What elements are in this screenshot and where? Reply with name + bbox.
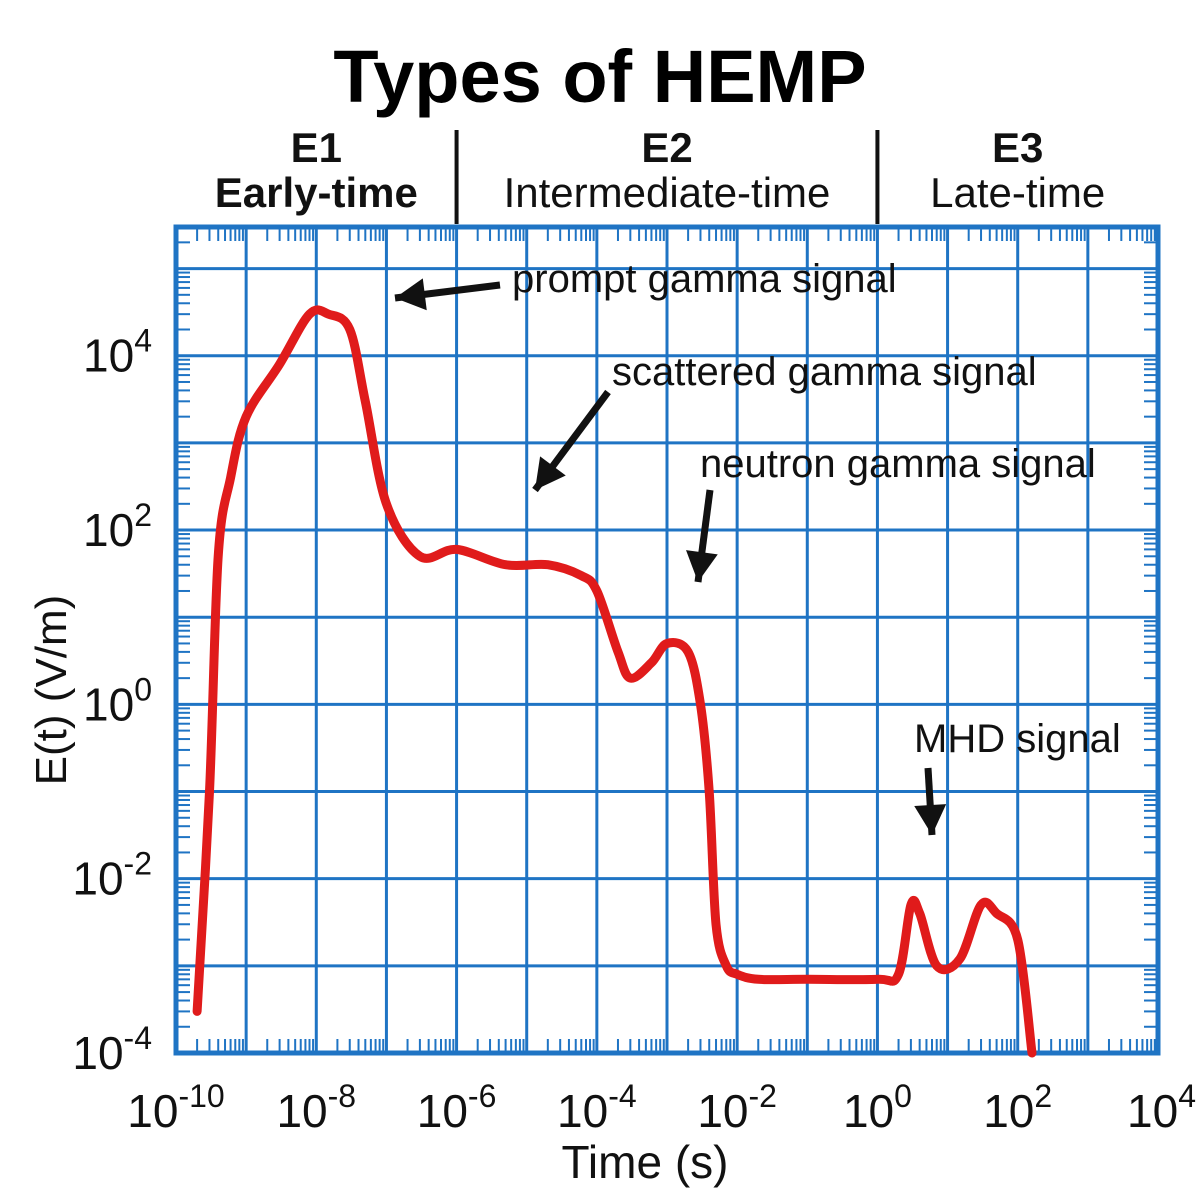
tick-exponent: -2 [749,1078,777,1114]
region-name: E2 [641,124,692,171]
tick-exponent: 4 [134,323,152,359]
tick-exponent: -4 [124,1020,152,1056]
annotation-arrow-head [686,550,718,582]
tick-exponent: -10 [178,1078,224,1114]
curve-layer [192,305,1037,1058]
plot-frame [173,224,1161,1056]
tick-exponent: -2 [124,846,152,882]
annotation-arrow-head [395,278,427,311]
tick-exponent: 0 [894,1078,912,1114]
tick-exponent: -4 [608,1078,636,1114]
tick-base: 10 [83,330,134,382]
x-tick-label: 100 [843,1078,912,1137]
y-axis-label: E(t) (V/m) [27,595,76,786]
tick-base: 10 [276,1085,327,1137]
region-name: E3 [992,124,1043,171]
tick-exponent: 4 [1178,1078,1196,1114]
y-tick-label: 100 [83,671,152,730]
tick-layer: 10-10 10-8 10-6 10-4 10-2 100 102 10410-410-210… [72,323,1196,1137]
tick-exponent: 2 [134,497,152,533]
tick-base: 10 [417,1085,468,1137]
annotation-arrow-head [535,456,566,490]
region-name: E1 [291,124,342,171]
x-tick-label: 102 [983,1078,1052,1137]
tick-base: 10 [83,678,134,730]
tick-base: 10 [843,1085,894,1137]
tick-base: 10 [697,1085,748,1137]
tick-base: 10 [72,1027,123,1079]
tick-base: 10 [127,1085,178,1137]
x-tick-label: 10-8 [276,1078,356,1137]
tick-exponent: 0 [134,671,152,707]
grid-layer [174,226,1160,1055]
annotation-layer: prompt gamma signal scattered gamma signa… [394,257,1121,836]
annotation-label: MHD signal [914,717,1121,761]
annotation-arrow-head [914,804,947,835]
tick-base: 10 [72,853,123,905]
series-line [192,305,1037,1058]
tick-exponent: 2 [1034,1078,1052,1114]
region-label: Intermediate-time [504,169,831,216]
region-label: Early-time [215,169,418,216]
chart-title: Types of HEMP [333,35,866,118]
y-tick-label: 104 [83,323,152,382]
tick-base: 10 [1127,1085,1178,1137]
x-tick-label: 104 [1127,1078,1196,1137]
y-tick-label: 102 [83,497,152,556]
x-tick-label: 10-4 [557,1078,637,1137]
y-tick-label: 10-2 [72,846,152,905]
annotation-label: neutron gamma signal [700,442,1096,486]
tick-base: 10 [83,504,134,556]
tick-exponent: -8 [328,1078,356,1114]
x-axis-label: Time (s) [562,1136,729,1188]
x-tick-label: 10-6 [417,1078,497,1137]
annotation-label: prompt gamma signal [512,257,897,301]
annotation-label: scattered gamma signal [612,350,1037,394]
region-label: Late-time [930,169,1105,216]
tick-base: 10 [557,1085,608,1137]
tick-exponent: -6 [468,1078,496,1114]
tick-base: 10 [983,1085,1034,1137]
x-tick-label: 10-2 [697,1078,777,1137]
x-tick-label: 10-10 [127,1078,224,1137]
y-tick-label: 10-4 [72,1020,152,1079]
